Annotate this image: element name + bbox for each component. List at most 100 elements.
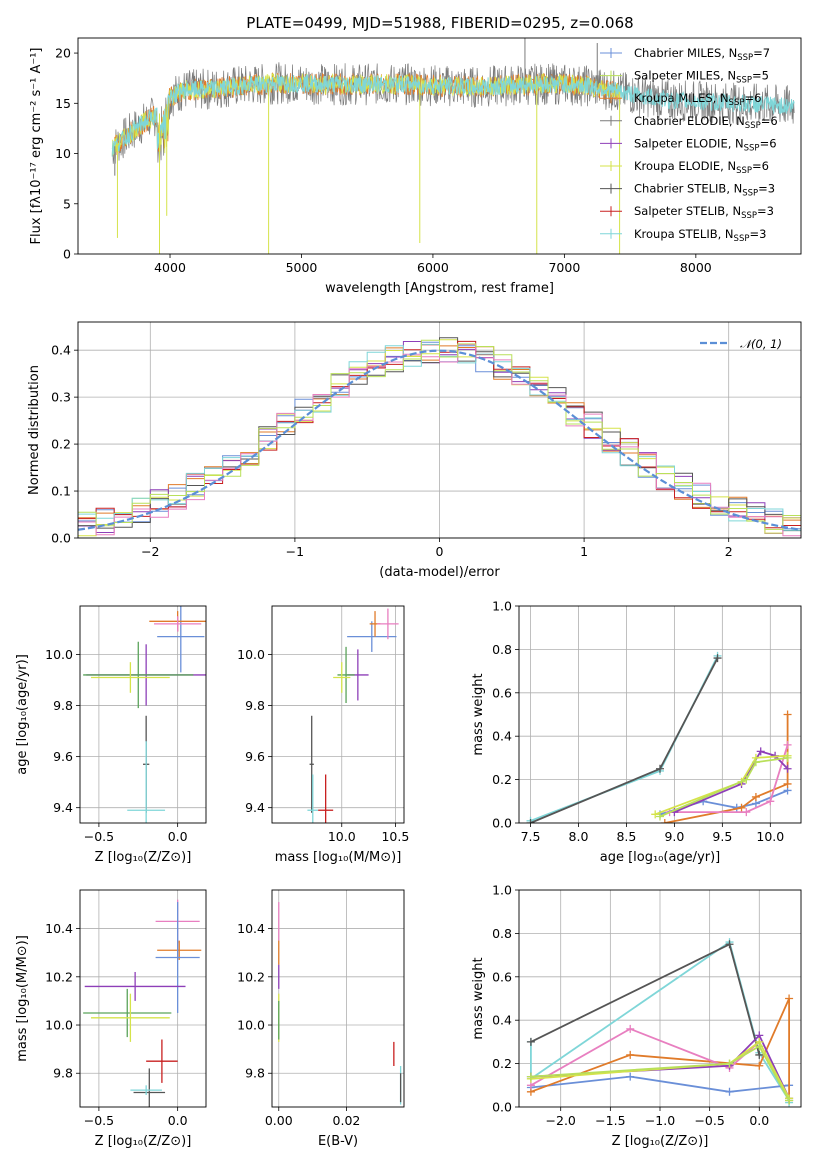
weight-marker: [742, 808, 751, 817]
panel-mass_vs_EBV: 0.00 0.02 9.8 10.0 10.2 10.4 E(B-V): [237, 889, 405, 1149]
tick-label-y: 0.4: [492, 729, 512, 744]
tick-label-x: 8.5: [616, 829, 636, 844]
y-axis-label: mass weight: [471, 673, 486, 755]
plot-area: [519, 606, 801, 823]
axes-frame: [79, 889, 207, 1108]
plot-area: [111, 38, 795, 254]
x-axis-label: Z [log₁₀(Z/Z⊙)]: [95, 1134, 192, 1149]
y-axis-label: age [log₁₀(age/yr)]: [15, 654, 30, 775]
legend-sub: SSP: [736, 166, 752, 176]
weight-marker: [755, 1042, 764, 1051]
weight-line: [669, 744, 789, 813]
legend-suffix: =6: [752, 159, 769, 173]
tick-label-x: 8.0: [569, 829, 589, 844]
legend-label: Kroupa ELODIE, N: [634, 159, 736, 173]
weight-marker: [526, 1072, 535, 1081]
weight-line: [654, 754, 788, 816]
normal-curve: [78, 349, 801, 531]
weight-marker: [737, 803, 746, 812]
legend-label: Chabrier STELIB, N: [634, 182, 742, 196]
tick-label-x: −1.5: [595, 1113, 625, 1128]
weight-marker: [656, 764, 664, 773]
legend-suffix: =6: [761, 114, 778, 128]
tick-label-y: 0.2: [492, 1056, 512, 1071]
panel-age_vs_mass: 10.0 10.5 9.4 9.6 9.8 10.0 mass [log₁₀(M/M⊙)]: [237, 605, 409, 865]
tick-label-x: −2: [141, 544, 159, 559]
tick-label-y: 10.0: [45, 647, 73, 662]
tick-label-y: 0: [63, 247, 71, 262]
weight-marker: [656, 812, 664, 821]
panel-age_vs_Z: −0.5 0.0 9.4 9.6 9.8 10.0 Z [log₁₀(Z/Z⊙)] age […: [15, 605, 207, 865]
tick-label-x: 2: [725, 544, 733, 559]
tick-label-x: 10.5: [381, 829, 409, 844]
legend-entry: 𝒩(0, 1): [740, 337, 782, 351]
legend-label: Salpeter STELIB, N: [634, 204, 741, 218]
tick-label-y: 9.8: [53, 1066, 73, 1081]
x-axis-label: age [log₁₀(age/yr)]: [600, 850, 721, 865]
tick-label-x: 10.0: [756, 829, 784, 844]
panel-residuals: −2 −1 0 1 2 0.0 0.1 0.2 0.3 0.4 (data-model)/error…: [27, 321, 802, 580]
weight-marker: [783, 740, 792, 749]
tick-label-y: 10: [55, 146, 71, 161]
legend-suffix: =6: [760, 136, 777, 150]
tick-label-x: 9.5: [712, 829, 732, 844]
tick-label-y: 0.6: [492, 685, 512, 700]
legend-label: Chabrier MILES, N: [634, 46, 737, 60]
legend-label: Salpeter MILES, N: [634, 69, 736, 83]
weight-marker: [766, 797, 775, 806]
weight-marker: [785, 994, 794, 1003]
tick-label-x: −1: [286, 544, 304, 559]
tick-label-y: 0.0: [51, 531, 71, 546]
axes-frame: [79, 605, 207, 824]
tick-label-y: 20: [55, 46, 71, 61]
tick-label-y: 9.6: [53, 749, 73, 764]
tick-label-y: 15: [55, 96, 71, 111]
tick-label-y: 0.4: [492, 1013, 512, 1028]
weight-line: [659, 757, 788, 818]
tick-label-y: 0.0: [492, 1100, 512, 1115]
tick-label-y: 9.8: [245, 698, 265, 713]
panel-mass_vs_Z: −0.5 0.0 9.8 10.0 10.2 10.4 Z [log₁₀(Z/Z⊙)] mas…: [15, 889, 207, 1149]
legend-entry: Salpeter ELODIE, NSSP=6: [634, 136, 777, 153]
tick-label-y: 10.0: [45, 1018, 73, 1033]
tick-label-x: 7.5: [521, 829, 541, 844]
weight-marker: [755, 1050, 764, 1059]
x-axis-label: Z [log₁₀(Z/Z⊙)]: [612, 1134, 709, 1149]
weight-marker: [751, 758, 760, 767]
legend-sub: SSP: [741, 211, 757, 221]
legend-suffix: =5: [752, 69, 769, 83]
legend-entry: Kroupa ELODIE, NSSP=6: [634, 159, 769, 176]
tick-label-y: 9.8: [53, 698, 73, 713]
legend-sub: SSP: [734, 234, 750, 244]
tick-label-x: −2.0: [546, 1113, 576, 1128]
weight-marker: [783, 764, 792, 773]
y-axis-label: Flux [fλ10⁻¹⁷ erg cm⁻² s⁻¹ A⁻¹]: [29, 48, 44, 245]
weight-marker: [626, 1024, 635, 1033]
legend-label: Kroupa STELIB, N: [634, 227, 734, 241]
tick-label-y: 1.0: [492, 883, 512, 898]
legend-label: Chabrier ELODIE, N: [634, 114, 745, 128]
panel-weight_vs_Z: −2.0 −1.5 −1.0 −0.5 0.0 0.0 0.2 0.4 0.6 0.8 1.0 Z […: [471, 883, 802, 1149]
axes-frame: [77, 37, 802, 255]
weight-marker: [526, 819, 535, 823]
plot-area: [519, 890, 801, 1107]
tick-label-y: 0.2: [492, 772, 512, 787]
tick-label-y: 1.0: [492, 599, 512, 614]
legend-suffix: =3: [757, 204, 774, 218]
plot-area: [272, 606, 404, 823]
tick-label-x: 1: [580, 544, 588, 559]
axes-frame: [271, 605, 405, 824]
legend-suffix: =3: [749, 227, 766, 241]
tick-label-y: 10.2: [237, 969, 265, 984]
legend-sub: SSP: [736, 76, 752, 86]
y-axis-label: mass weight: [471, 957, 486, 1039]
panel-spectrum: 4000 5000 6000 7000 8000 0 5 10 15 20 wavelength […: [29, 37, 802, 296]
x-axis-label: wavelength [Angstrom, rest frame]: [325, 281, 554, 296]
tick-label-y: 10.0: [237, 1018, 265, 1033]
tick-label-x: 0.0: [749, 1113, 769, 1128]
legend-entry: Chabrier ELODIE, NSSP=6: [634, 114, 778, 131]
legend-label: Kroupa MILES, N: [634, 91, 729, 105]
tick-label-y: 0.8: [492, 926, 512, 941]
legend-entry: Chabrier STELIB, NSSP=3: [634, 182, 775, 199]
